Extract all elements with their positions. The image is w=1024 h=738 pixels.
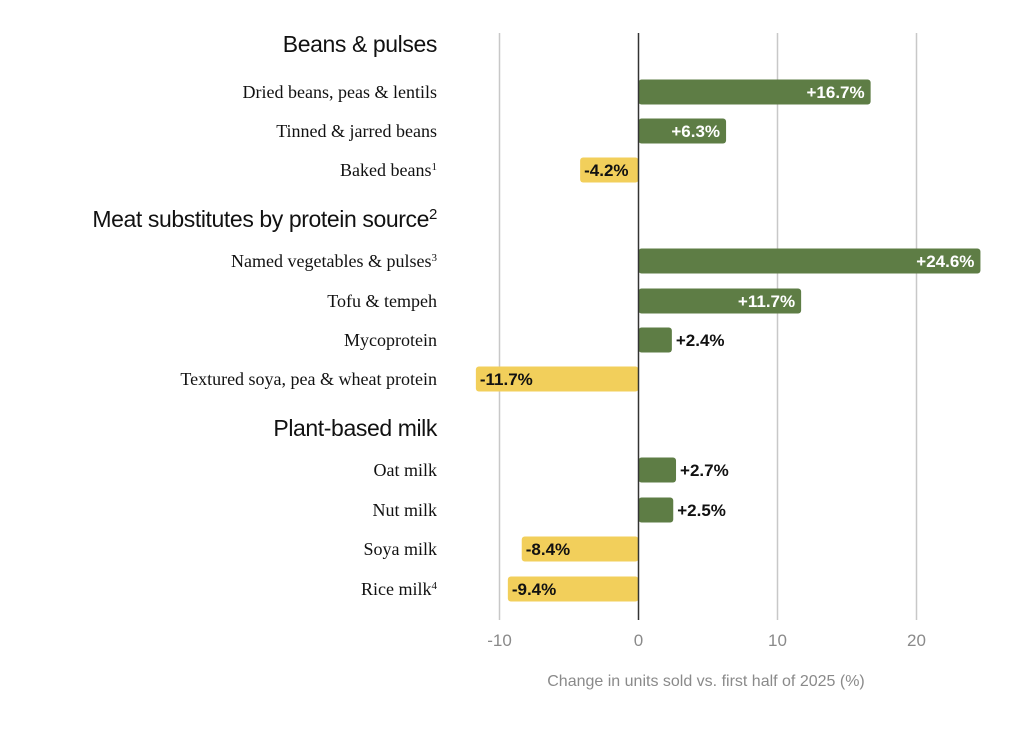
group-title: Plant-based milk bbox=[273, 415, 438, 441]
data-label: +11.7% bbox=[738, 292, 795, 311]
bar bbox=[475, 366, 639, 392]
category-label: Tofu & tempeh bbox=[327, 291, 437, 311]
bar bbox=[638, 497, 674, 523]
bar bbox=[580, 157, 639, 183]
bar bbox=[521, 536, 639, 562]
x-axis: -10 0 10 20 bbox=[487, 33, 926, 650]
labels: Beans & pulses Dried beans, peas & lentil… bbox=[92, 31, 974, 599]
data-label: -8.4% bbox=[526, 540, 570, 559]
bar bbox=[638, 248, 981, 274]
data-label: -11.7% bbox=[480, 370, 533, 389]
bar bbox=[507, 576, 639, 602]
category-label: Dried beans, peas & lentils bbox=[243, 82, 437, 102]
bar bbox=[638, 457, 677, 483]
data-label: +2.4% bbox=[676, 331, 725, 350]
bar bbox=[638, 79, 871, 105]
data-label: +2.5% bbox=[677, 501, 726, 520]
x-tick-label: 20 bbox=[907, 631, 926, 650]
category-label: Named vegetables & pulses3 bbox=[231, 251, 437, 271]
x-tick-label: -10 bbox=[487, 631, 512, 650]
category-label: Soya milk bbox=[363, 539, 437, 559]
bar bbox=[638, 118, 727, 144]
category-label: Mycoprotein bbox=[344, 330, 437, 350]
category-label: Textured soya, pea & wheat protein bbox=[180, 369, 437, 389]
category-label: Nut milk bbox=[372, 500, 437, 520]
gridlines bbox=[498, 33, 918, 620]
bars bbox=[475, 79, 981, 602]
data-label: -9.4% bbox=[512, 580, 556, 599]
data-label: +24.6% bbox=[916, 252, 974, 271]
data-label: +2.7% bbox=[680, 461, 729, 480]
x-axis-title: Change in units sold vs. first half of 2… bbox=[547, 673, 865, 690]
category-label: Oat milk bbox=[374, 460, 438, 480]
group-title: Beans & pulses bbox=[283, 31, 437, 57]
x-tick-label: 0 bbox=[634, 631, 643, 650]
bar bbox=[638, 288, 802, 314]
category-label: Tinned & jarred beans bbox=[276, 121, 437, 141]
bar bbox=[638, 327, 672, 353]
x-tick-label: 10 bbox=[768, 631, 787, 650]
data-label: +16.7% bbox=[806, 83, 864, 102]
data-label: -4.2% bbox=[584, 161, 628, 180]
category-label: Rice milk4 bbox=[361, 579, 438, 599]
group-title: Meat substitutes by protein source2 bbox=[92, 206, 437, 233]
data-label: +6.3% bbox=[671, 122, 720, 141]
category-label: Baked beans1 bbox=[340, 160, 437, 180]
